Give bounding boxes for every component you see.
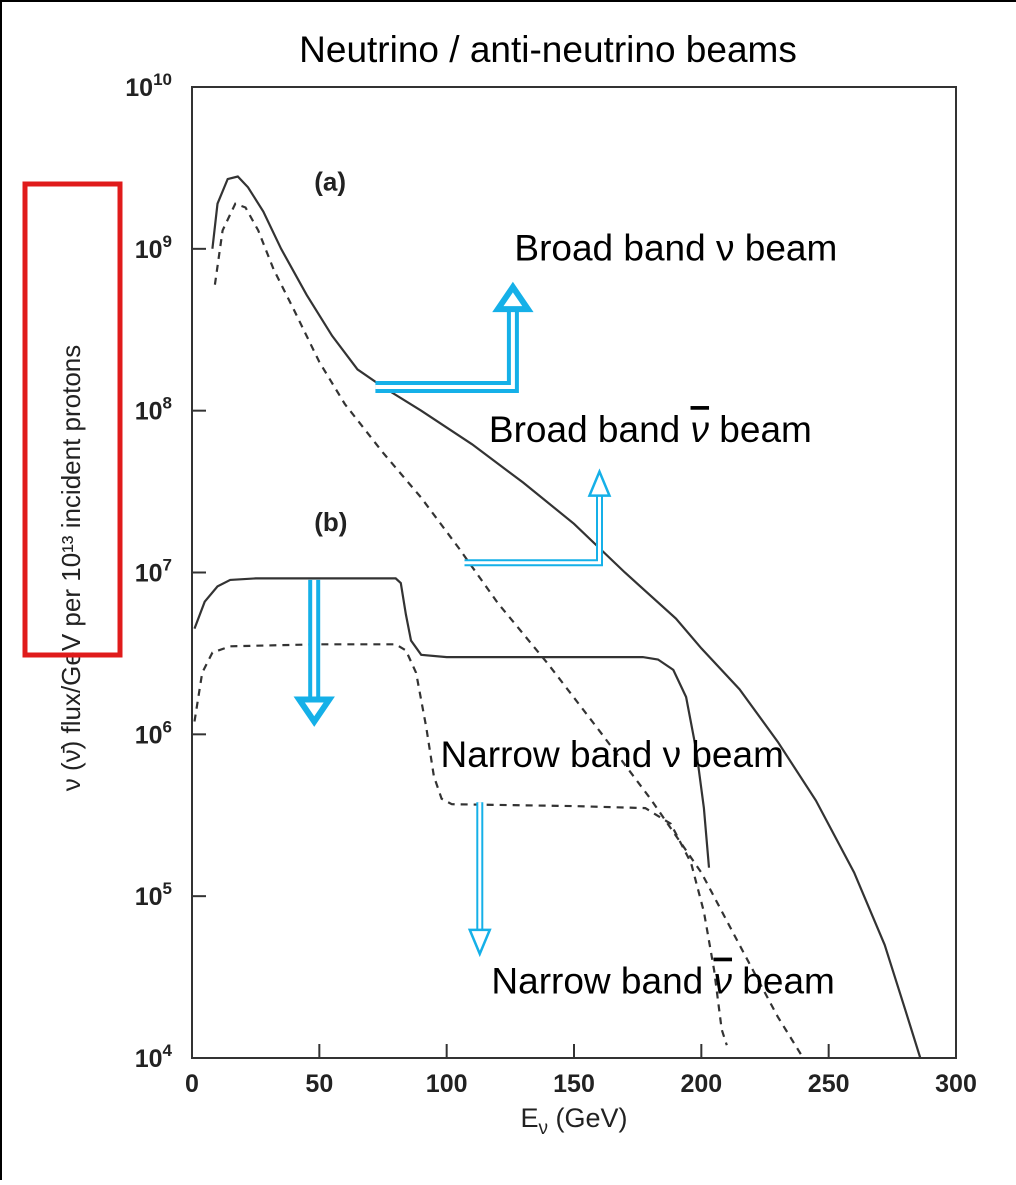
arrow-shaft-core — [464, 495, 601, 565]
y-tick-label: 106 — [135, 717, 172, 749]
series-layer — [193, 175, 922, 1059]
annotation-text-tail: beam — [732, 961, 835, 1002]
arrow-shaft-outline — [375, 309, 519, 393]
annotation-arrow-4 — [467, 802, 492, 958]
y-tick-exponent: 4 — [163, 1041, 173, 1060]
panel-label: (b) — [314, 507, 347, 537]
highlight-box — [22, 181, 123, 658]
chart-title: Neutrino / anti-neutrino beams — [299, 29, 797, 70]
annotation-arrows — [293, 281, 612, 958]
annotation-arrow-1 — [375, 281, 534, 393]
y-tick-base: 10 — [135, 721, 163, 749]
x-tick-label: 50 — [305, 1070, 333, 1098]
x-tick-label: 150 — [553, 1070, 595, 1098]
annotation-text: Broad band — [489, 409, 691, 450]
y-tick-exponent: 10 — [153, 70, 172, 89]
y-tick-base: 10 — [135, 1045, 163, 1073]
x-tick-label: 200 — [680, 1070, 722, 1098]
annotation-text-tail: beam — [709, 409, 812, 450]
x-axis-label-main: E — [520, 1103, 538, 1133]
series-line-1 — [211, 175, 922, 1059]
y-tick-label: 109 — [135, 232, 172, 264]
x-tick-label: 250 — [808, 1070, 850, 1098]
y-tick-label: 108 — [135, 394, 172, 426]
arrow-head — [293, 696, 335, 727]
y-tick-label: 1010 — [125, 70, 172, 102]
y-tick-base: 10 — [135, 560, 163, 588]
nubar-symbol: ν — [691, 409, 710, 450]
y-tick-base: 10 — [135, 398, 163, 426]
annotation-text: Narrow band ν beam — [440, 734, 783, 775]
series-line-4 — [193, 643, 728, 1046]
annotation-label-2: Broad band ν beam — [489, 409, 812, 450]
y-tick-exponent: 8 — [163, 394, 172, 413]
arrow-shaft-core — [375, 309, 515, 389]
y-axis-label: ν (ν̄) flux/GeV per 10¹³ incident proton… — [56, 345, 86, 792]
y-tick-exponent: 7 — [163, 556, 172, 575]
nubar-symbol: ν — [714, 961, 733, 1002]
y-tick-label: 107 — [135, 556, 172, 588]
y-tick-base: 10 — [135, 883, 163, 911]
annotation-text: Narrow band — [491, 961, 713, 1002]
annotation-arrow-3 — [293, 579, 335, 727]
annotation-text: Broad band ν beam — [514, 227, 837, 268]
arrow-head — [492, 281, 534, 313]
annotation-label-1: Broad band ν beam — [514, 227, 837, 268]
y-tick-base: 10 — [135, 236, 163, 264]
y-tick-exponent: 9 — [163, 232, 172, 251]
annotation-label-3: Narrow band ν beam — [440, 734, 783, 775]
y-tick-exponent: 6 — [163, 717, 172, 736]
x-tick-label: 0 — [185, 1070, 199, 1098]
y-tick-base: 10 — [125, 74, 153, 102]
x-axis-label-unit: (GeV) — [548, 1103, 628, 1133]
panel-labels: (a) (b) — [314, 166, 347, 537]
x-axis-ticks: 0 50 100 150 200 250 300 — [185, 1044, 977, 1098]
panel-label: (a) — [314, 166, 346, 196]
annotation-arrow-2 — [464, 468, 612, 567]
x-tick-label: 100 — [426, 1070, 468, 1098]
x-tick-label: 300 — [935, 1070, 977, 1098]
x-axis-label-subscript: ν — [539, 1118, 549, 1139]
series-line-3 — [193, 577, 711, 868]
arrow-head — [467, 928, 492, 958]
y-tick-label: 104 — [135, 1041, 173, 1073]
y-tick-label: 105 — [135, 879, 172, 911]
series-line-2 — [213, 202, 805, 1059]
y-tick-exponent: 5 — [163, 879, 172, 898]
x-axis-label: Eν (GeV) — [520, 1103, 627, 1139]
annotation-label-4: Narrow band ν beam — [491, 961, 834, 1002]
arrow-head — [587, 468, 612, 497]
